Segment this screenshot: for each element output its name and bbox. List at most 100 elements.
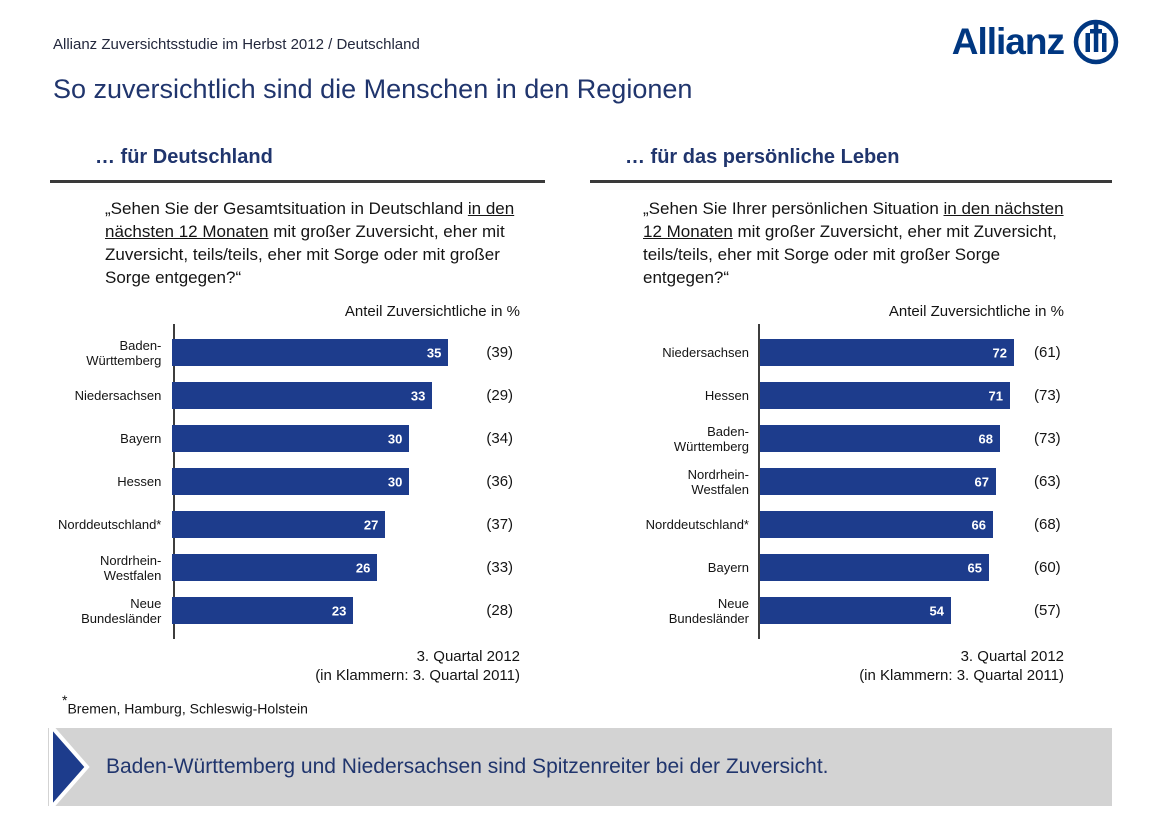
bar-value: 23 [331,603,347,618]
prev-year-value: (61) [1034,344,1061,361]
prev-year-value: (28) [486,602,514,619]
bar-rows: Baden- Württemberg 35 (39) Niedersachsen 33 (2… [50,331,545,632]
bar-value: 33 [410,388,426,403]
bar: 27 [172,511,386,538]
bar: 23 [172,597,354,624]
bar-value: 68 [978,431,993,446]
region-label: Norddeutschland* [58,517,162,532]
page-title: So zuversichtlich sind die Menschen in d… [53,74,693,104]
bar: 30 [172,468,410,495]
chart-row: Norddeutschland* 66 (68) [590,503,1112,546]
chart-footnote: 3. Quartal 2012 (in Klammern: 3. Quartal… [590,647,1112,685]
header-divider [50,180,545,183]
bar: 33 [172,382,433,409]
region-label: Nordrhein- Westfalen [99,552,162,583]
chart-row: Nordrhein- Westfalen 26 (33) [50,546,545,589]
bar-value: 71 [988,388,1003,403]
bar: 65 [760,554,989,581]
bar: 35 [172,339,449,366]
question-part: „Sehen Sie Ihrer persönlichen Situation [643,199,944,218]
chart-row: Bayern 65 (60) [590,546,1112,589]
prev-year-value: (34) [486,430,514,447]
bar-value: 26 [355,560,371,575]
column-header: … für das persönliche Leben [625,146,900,168]
allianz-eagle-icon [1073,19,1119,65]
column-header: … für Deutschland [95,146,273,168]
chart-footnote: 3. Quartal 2012 (in Klammern: 3. Quartal… [50,647,545,685]
quartal-2011-label: (in Klammern: 3. Quartal 2011) [315,667,520,684]
arrow-icon [49,724,90,810]
quartal-2011-label: (in Klammern: 3. Quartal 2011) [859,667,1064,684]
prev-year-value: (37) [486,516,514,533]
chart-row: Neue Bundesländer 23 (28) [50,589,545,632]
prev-year-value: (39) [486,344,514,361]
chart-row: Bayern 30 (34) [50,417,545,460]
bar: 26 [172,554,378,581]
chart-row: Baden- Württemberg 35 (39) [50,331,545,374]
prev-year-value: (33) [486,559,514,576]
bar-value: 35 [426,345,442,360]
bar-value: 72 [992,345,1007,360]
question-part: mit großer Zuversicht, eher mit Zuversic… [643,222,1057,287]
prev-year-value: (63) [1034,473,1061,490]
chart-row: Neue Bundesländer 54 (57) [590,589,1112,632]
bar-value: 30 [387,431,403,446]
bar: 68 [760,425,1000,452]
region-label: Baden- Württemberg [673,423,749,454]
bar-value: 66 [971,517,986,532]
axis-label: Anteil Zuversichtliche in % [344,303,520,320]
region-label: Norddeutschland* [645,517,749,532]
bar: 54 [760,597,951,624]
region-label: Bayern [120,431,162,446]
bar: 30 [172,425,410,452]
chart-row: Niedersachsen 72 (61) [590,331,1112,374]
bar: 66 [760,511,993,538]
chart-section-persoenliches-leben: … für das persönliche Leben „Sehen Sie I… [590,146,1112,685]
chart-row: Baden- Württemberg 68 (73) [590,417,1112,460]
question-part: „Sehen Sie der Gesamtsituation in Deutsc… [105,199,468,218]
prev-year-value: (36) [486,473,514,490]
chart-section-deutschland: … für Deutschland „Sehen Sie der Gesamts… [50,146,545,685]
region-label: Hessen [704,388,749,403]
bar-value: 27 [363,517,379,532]
study-label: Allianz Zuversichtsstudie im Herbst 2012… [53,36,420,53]
prev-year-value: (73) [1034,387,1061,404]
bar: 67 [760,468,996,495]
prev-year-value: (29) [486,387,514,404]
allianz-logo-text: Allianz [951,21,1065,62]
prev-year-value: (73) [1034,430,1061,447]
region-label: Niedersachsen [74,388,162,403]
region-label: Neue Bundesländer [668,595,749,626]
y-axis-line [758,324,760,639]
key-message-banner: Baden-Württemberg und Niedersachsen sind… [48,724,1112,810]
key-message-text: Baden-Württemberg und Niedersachsen sind… [106,755,829,778]
survey-question: „Sehen Sie Ihrer persönlichen Situation … [643,197,1083,289]
region-label: Baden- Württemberg [86,337,162,368]
question-underlined: in den nächsten 12 Monaten [105,199,515,241]
region-label: Neue Bundesländer [81,595,162,626]
region-label: Niedersachsen [662,345,749,360]
survey-question: „Sehen Sie der Gesamtsituation in Deutsc… [105,197,545,289]
chart-row: Hessen 71 (73) [590,374,1112,417]
region-label: Hessen [117,474,162,489]
bar-value: 30 [387,474,403,489]
quartal-2012-label: 3. Quartal 2012 [416,648,520,665]
footnote-text: Bremen, Hamburg, Schleswig-Holstein [67,700,308,717]
bar-value: 54 [929,603,944,618]
asterisk-footnote: *Bremen, Hamburg, Schleswig-Holstein [62,692,308,717]
quartal-2012-label: 3. Quartal 2012 [960,648,1064,665]
bar-chart: Baden- Württemberg 35 (39) Niedersachsen 33 (2… [50,324,545,639]
chart-row: Hessen 30 (36) [50,460,545,503]
region-label: Nordrhein- Westfalen [687,466,749,497]
bar-value: 67 [974,474,989,489]
allianz-logo: Allianz [952,18,1120,66]
question-underlined: in den nächsten 12 Monaten [643,199,1064,241]
asterisk: * [62,692,68,708]
question-part: mit großer Zuversicht, eher mit Zuversic… [105,222,505,287]
bar: 71 [760,382,1010,409]
header-divider [590,180,1112,183]
chart-row: Nordrhein- Westfalen 67 (63) [590,460,1112,503]
bar-value: 65 [967,560,982,575]
prev-year-value: (68) [1034,516,1061,533]
